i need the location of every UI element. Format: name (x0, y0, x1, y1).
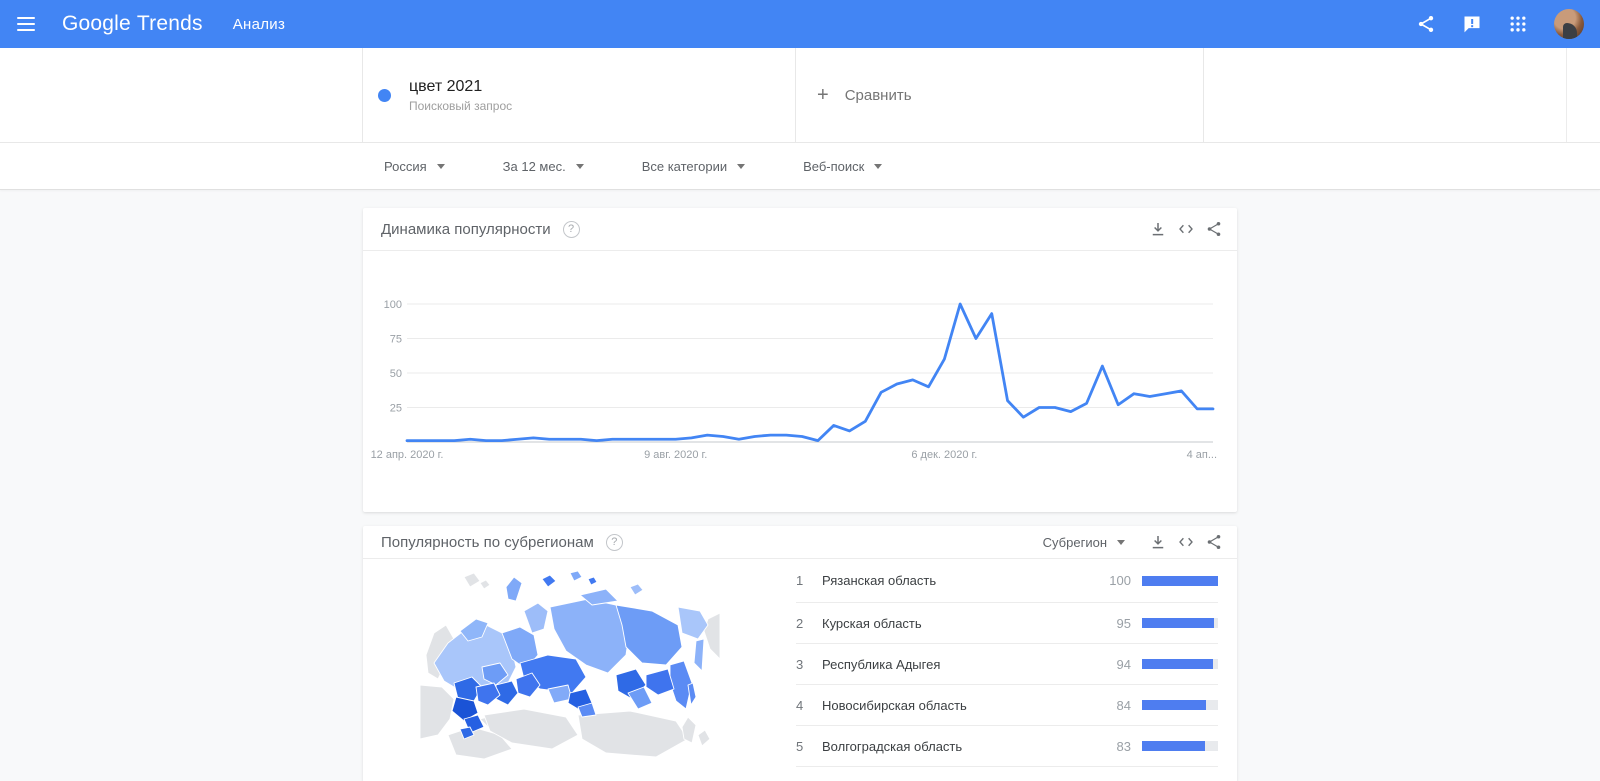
google-trends-logo[interactable]: Google Trends (62, 12, 203, 36)
share-icon[interactable] (1205, 533, 1223, 551)
subregion-sort-dropdown[interactable]: Субрегион (1043, 535, 1125, 550)
right-spacer (1204, 48, 1567, 142)
region-bar (1142, 659, 1218, 669)
embed-code-icon[interactable] (1177, 533, 1195, 551)
region-name: Курская область (822, 615, 922, 631)
filter-time-range[interactable]: За 12 мес. (503, 159, 584, 174)
download-icon[interactable] (1149, 533, 1167, 551)
subregion-row[interactable]: 3 Республика Адыгея 94 (796, 644, 1218, 685)
logo-trends: Trends (136, 12, 203, 35)
region-name: Волгоградская область (822, 738, 963, 754)
add-comparison-button[interactable]: + Сравнить (796, 48, 1204, 142)
region-name: Республика Адыгея (822, 656, 941, 672)
filter-search-type-label: Веб-поиск (803, 158, 865, 174)
menu-icon[interactable] (16, 12, 40, 36)
page-content: Динамика популярности ? 25 50 75 100 12 апр.… (0, 190, 1600, 781)
subregion-list: 1 Рязанская область 100 2 Курская област… (796, 559, 1237, 781)
svg-text:100: 100 (384, 299, 402, 311)
region-value: 94 (1116, 656, 1131, 672)
search-term: цвет 2021 (409, 77, 483, 95)
region-value: 95 (1116, 615, 1131, 631)
embed-code-icon[interactable] (1177, 220, 1195, 238)
help-icon[interactable]: ? (562, 220, 580, 238)
rank: 5 (796, 738, 804, 754)
region-bar (1142, 700, 1218, 710)
subregion-row[interactable]: 5 Волгоградская область 83 (796, 726, 1218, 767)
svg-text:12 апр. 2020 г.: 12 апр. 2020 г. (371, 449, 444, 461)
plus-icon: + (817, 83, 829, 106)
region-bar (1142, 741, 1218, 751)
filter-geo-label: Россия (384, 158, 427, 174)
term-color-dot (378, 88, 391, 102)
filter-time-label: За 12 мес. (502, 158, 566, 174)
download-icon[interactable] (1149, 220, 1167, 238)
region-value: 83 (1116, 738, 1131, 754)
query-cards-row: цвет 2021 Поисковый запрос + Сравнить (0, 48, 1600, 143)
apps-grid-icon[interactable] (1508, 14, 1528, 34)
region-value: 84 (1116, 697, 1131, 713)
subregion-row[interactable]: 4 Новосибирская область 84 (796, 685, 1218, 726)
region-bar (1142, 618, 1218, 628)
rank: 2 (796, 615, 804, 631)
filter-category[interactable]: Все категории (641, 158, 746, 174)
chevron-down-icon (436, 164, 445, 169)
chevron-down-icon (737, 164, 746, 169)
region-value: 100 (1109, 573, 1131, 588)
svg-text:25: 25 (390, 403, 402, 415)
feedback-icon[interactable] (1462, 14, 1482, 34)
subregion-row[interactable]: 2 Курская область 95 (796, 603, 1218, 644)
search-term-card[interactable]: цвет 2021 Поисковый запрос (363, 48, 796, 142)
filter-geo[interactable]: Россия (384, 159, 445, 174)
russia-map[interactable] (419, 567, 721, 781)
rank: 3 (796, 656, 804, 672)
chevron-down-icon (1117, 540, 1125, 545)
filter-category-label: Все категории (641, 158, 728, 174)
left-spacer (0, 48, 363, 142)
svg-text:4 ап...: 4 ап... (1187, 449, 1217, 461)
rank: 4 (796, 697, 804, 713)
filter-bar: Россия За 12 мес. Все категории Веб-поис… (0, 143, 1600, 190)
chevron-down-icon (575, 164, 584, 169)
line-chart[interactable]: 25 50 75 100 12 апр. 2020 г. 9 авг. 2020 г. 6 … (363, 251, 1237, 511)
share-icon[interactable] (1416, 14, 1436, 34)
help-icon[interactable]: ? (605, 533, 623, 551)
subregions-card: Популярность по субрегионам ? Субрегион (363, 526, 1237, 781)
logo-google: Google (62, 12, 131, 35)
svg-text:75: 75 (390, 334, 402, 346)
rank: 1 (796, 573, 804, 588)
subregions-card-title: Популярность по субрегионам (381, 533, 594, 551)
region-bar (1142, 575, 1218, 586)
svg-text:6 дек. 2020 г.: 6 дек. 2020 г. (911, 449, 977, 461)
app-bar: Google Trends Анализ (0, 0, 1600, 48)
trend-card-title: Динамика популярности (381, 220, 551, 238)
share-icon[interactable] (1205, 220, 1223, 238)
filter-search-type[interactable]: Веб-поиск (803, 158, 883, 174)
svg-text:50: 50 (390, 368, 402, 380)
region-name: Рязанская область (822, 573, 937, 588)
search-term-type: Поисковый запрос (409, 99, 513, 114)
subregion-sort-label: Субрегион (1042, 534, 1107, 550)
nav-item-analysis[interactable]: Анализ (232, 15, 286, 33)
user-avatar[interactable] (1554, 9, 1584, 39)
compare-label: Сравнить (844, 86, 912, 104)
region-name: Новосибирская область (822, 697, 967, 713)
interest-over-time-card: Динамика популярности ? 25 50 75 100 12 апр.… (363, 208, 1237, 512)
chevron-down-icon (874, 164, 883, 169)
subregion-row[interactable]: 1 Рязанская область 100 (796, 559, 1218, 603)
svg-text:9 авг. 2020 г.: 9 авг. 2020 г. (644, 449, 707, 461)
